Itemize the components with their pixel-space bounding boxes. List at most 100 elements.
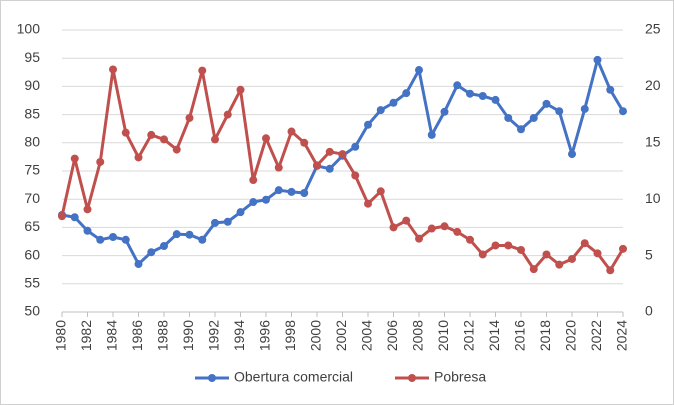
data-point: [351, 171, 360, 180]
data-point: [147, 130, 156, 139]
y-tick-label: 80: [24, 134, 40, 150]
x-tick-label: 2018: [537, 320, 553, 351]
x-tick-label: 1992: [206, 320, 222, 351]
data-point: [300, 138, 309, 147]
data-point: [134, 260, 143, 269]
y2-tick-label: 25: [645, 21, 661, 37]
data-point: [593, 249, 602, 258]
y-tick-label: 70: [24, 190, 40, 206]
data-point: [236, 85, 245, 94]
legend-label: Pobresa: [434, 369, 486, 385]
y-tick-label: 60: [24, 246, 40, 262]
x-tick-label: 2022: [588, 320, 604, 351]
x-tick-label: 2008: [410, 320, 426, 351]
data-point: [568, 150, 576, 159]
y-tick-label: 85: [24, 105, 40, 121]
data-point: [606, 85, 615, 94]
data-point: [453, 227, 462, 236]
data-point: [491, 95, 500, 104]
data-point: [504, 241, 513, 250]
data-point: [542, 250, 551, 259]
data-point: [504, 113, 513, 122]
data-point: [198, 66, 207, 75]
data-point: [440, 107, 449, 116]
data-point: [606, 266, 615, 275]
data-point: [211, 218, 219, 227]
data-point: [287, 127, 296, 136]
data-point: [160, 135, 168, 144]
x-tick-label: 2014: [486, 320, 502, 351]
data-point: [517, 125, 525, 134]
data-point: [338, 150, 347, 159]
data-point: [83, 226, 92, 235]
y2-tick-label: 10: [645, 190, 661, 206]
data-point: [211, 135, 219, 144]
data-point: [121, 128, 130, 137]
data-point: [198, 235, 207, 244]
data-point: [376, 187, 385, 196]
data-point: [415, 66, 423, 75]
data-point: [542, 99, 551, 108]
data-point: [517, 245, 525, 254]
data-point: [568, 254, 576, 263]
data-point: [453, 81, 462, 90]
data-point: [134, 153, 143, 162]
x-tick-label: 1998: [282, 320, 298, 351]
data-point: [249, 176, 258, 185]
y2-tick-label: 20: [645, 77, 661, 93]
x-tick-label: 2000: [308, 320, 324, 351]
data-point: [491, 241, 500, 250]
data-point: [249, 198, 258, 207]
data-point: [147, 248, 156, 257]
y-tick-label: 90: [24, 77, 40, 93]
data-point: [96, 157, 105, 166]
legend-label: Obertura comercial: [234, 369, 353, 385]
legend-marker: [208, 374, 216, 382]
data-point: [389, 98, 398, 107]
data-point: [223, 217, 232, 226]
x-tick-label: 2010: [435, 320, 451, 351]
data-point: [70, 213, 79, 222]
data-point: [185, 230, 194, 239]
data-point: [466, 235, 474, 244]
x-tick-label: 1982: [78, 320, 94, 351]
data-point: [121, 235, 130, 244]
x-tick-label: 1990: [180, 320, 196, 351]
data-point: [262, 195, 270, 204]
data-point: [478, 250, 487, 259]
y2-tick-label: 0: [645, 303, 653, 319]
data-point: [96, 235, 105, 244]
data-point: [262, 134, 270, 143]
data-point: [287, 187, 296, 196]
data-point: [466, 89, 474, 98]
x-tick-label: 2024: [614, 320, 630, 351]
y-tick-label: 65: [24, 218, 40, 234]
data-point: [325, 164, 334, 173]
data-point: [529, 113, 538, 122]
x-tick-label: 1996: [257, 320, 273, 351]
y2-tick-label: 15: [645, 134, 661, 150]
data-point: [555, 260, 564, 269]
x-tick-label: 2002: [333, 320, 349, 351]
data-point: [313, 161, 321, 170]
x-tick-label: 1980: [53, 320, 69, 351]
y-tick-label: 75: [24, 162, 40, 178]
data-point: [529, 265, 538, 274]
x-tick-label: 1988: [155, 320, 171, 351]
x-tick-label: 2006: [384, 320, 400, 351]
data-point: [376, 106, 385, 115]
data-point: [351, 142, 360, 151]
data-point: [58, 212, 66, 221]
data-point: [478, 91, 487, 100]
data-point: [593, 55, 602, 64]
data-point: [223, 110, 232, 119]
y-tick-label: 95: [24, 49, 40, 65]
legend-marker: [408, 374, 416, 382]
y-tick-label: 55: [24, 275, 40, 291]
data-point: [274, 163, 283, 172]
y2-tick-label: 5: [645, 246, 653, 262]
data-point: [619, 244, 627, 253]
data-point: [364, 120, 372, 129]
